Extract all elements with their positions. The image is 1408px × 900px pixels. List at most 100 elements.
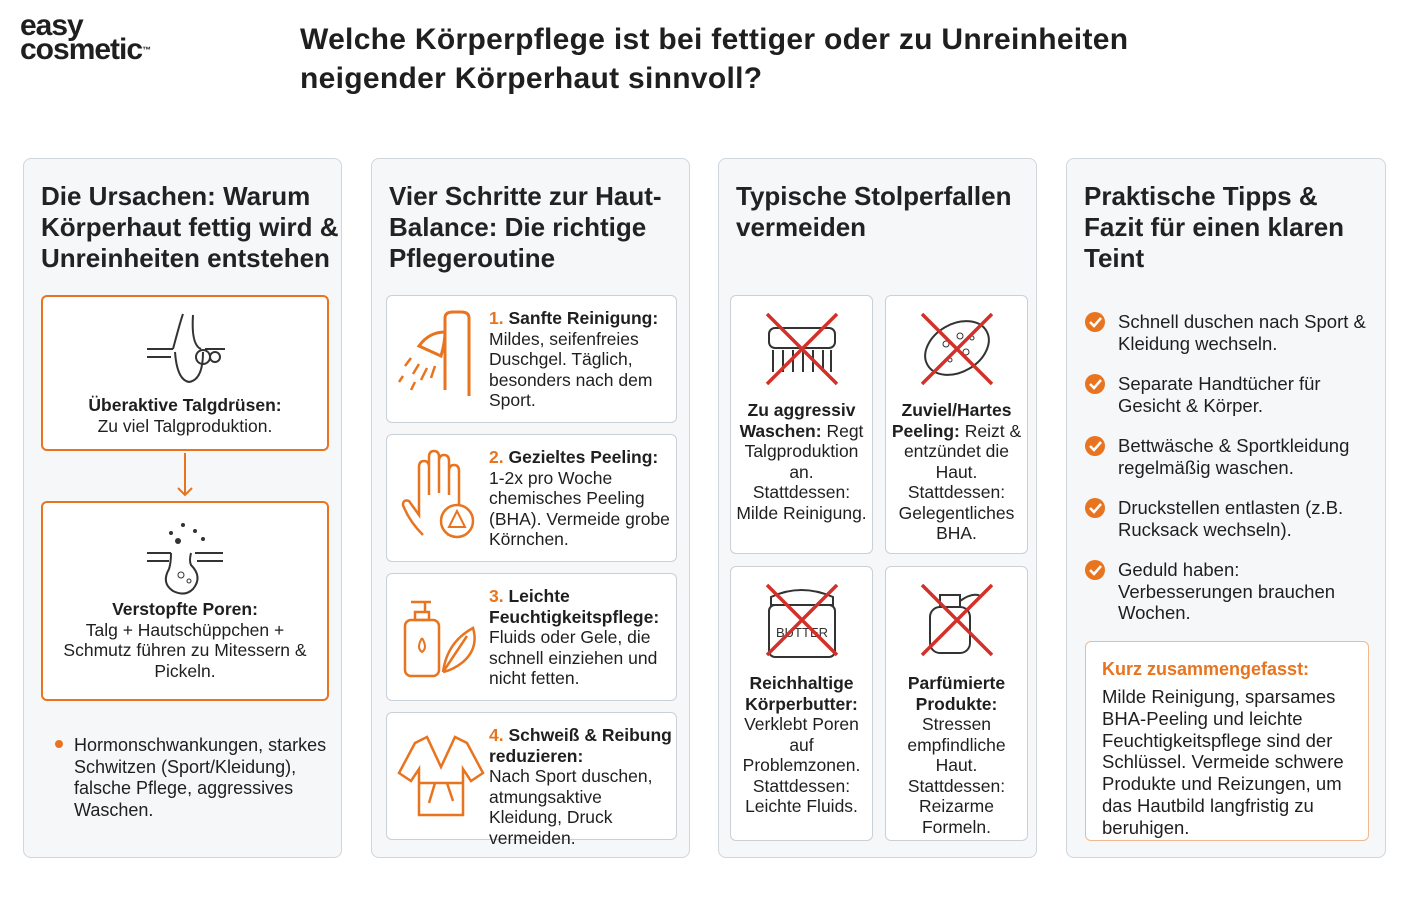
tip-item: Bettwäsche & Sportkleidung regelmäßig wa…: [1084, 435, 1384, 497]
step-number: 4.: [489, 725, 504, 745]
check-icon: [1085, 312, 1105, 332]
step-text: 2. Gezieltes Peeling: 1-2x pro Woche che…: [489, 447, 675, 550]
pitfall-card: Parfümierte Produkte: Stressen empfindli…: [885, 566, 1028, 841]
check-icon: [1085, 374, 1105, 394]
tip-text: Separate Handtücher für Gesicht & Körper…: [1118, 373, 1321, 416]
cause-title: Überaktive Talgdrüsen:: [88, 395, 282, 415]
check-icon: [1085, 498, 1105, 518]
tip-item: Geduld haben: Verbesserungen brauchen Wo…: [1084, 559, 1384, 623]
cause-text: Verstopfte Poren: Talg + Hautschüppchen …: [53, 599, 317, 681]
brush-icon: [765, 312, 839, 386]
step-heading: 1. Sanfte Reinigung:: [489, 308, 675, 329]
pitfall-alternative: Stattdessen: Gelegentliches BHA.: [898, 482, 1015, 543]
cause-description: Zu viel Talgproduktion.: [97, 415, 273, 436]
pitfall-description: Reizt & entzündet die Haut.: [903, 420, 1022, 482]
sponge-icon: [920, 312, 994, 386]
pore-icon: [147, 523, 223, 595]
step-card: 3. Leichte Feuchtigkeitspflege: Fluids o…: [386, 573, 677, 701]
step-description: Mildes, seifenfreies Duschgel. Täglich, …: [489, 328, 653, 411]
pitfall-card: BUTTER Reichhaltige Körperbutter: Verkle…: [730, 566, 873, 841]
step-heading: 4. Schweiß & Reibung reduzieren:: [489, 725, 679, 766]
pitfall-text: Reichhaltige Körperbutter: Verklebt Pore…: [735, 673, 868, 817]
panel-heading: Praktische Tipps & Fazit für einen klare…: [1084, 181, 1345, 273]
pitfall-card: Zu aggressiv Waschen: Regt Talgproduktio…: [730, 295, 873, 554]
step-title: Gezieltes Peeling:: [508, 447, 659, 467]
robe-icon: [397, 735, 485, 817]
shower-icon: [397, 310, 471, 396]
step-card: 2. Gezieltes Peeling: 1-2x pro Woche che…: [386, 434, 677, 562]
routine-panel: Vier Schritte zur Haut-Balance: Die rich…: [371, 158, 690, 858]
panel-heading: Vier Schritte zur Haut-Balance: Die rich…: [389, 181, 662, 273]
summary-box: Kurz zusammengefasst: Milde Reinigung, s…: [1085, 641, 1369, 841]
perfume-icon: [920, 583, 994, 657]
pitfall-title: Reichhaltige Körperbutter:: [745, 673, 858, 714]
cause-description: Talg + Hautschüppchen + Schmutz führen z…: [63, 619, 307, 681]
pitfall-alternative: Stattdessen: Leichte Fluids.: [745, 775, 858, 817]
pitfall-description: Regt Talgproduktion an.: [744, 420, 864, 482]
arrow: [177, 453, 193, 497]
pitfall-title: Zu aggressiv Waschen:: [739, 400, 856, 441]
tip-item: Schnell duschen nach Sport & Kleidung we…: [1084, 311, 1384, 373]
check-icon: [1085, 436, 1105, 456]
pitfall-text: Parfümierte Produkte: Stressen empfindli…: [890, 673, 1023, 837]
butter-jar-icon: BUTTER: [765, 583, 839, 658]
step-title: Leichte Feuchtigkeitspflege:: [489, 586, 660, 627]
step-text: 1. Sanfte Reinigung: Mildes, seifenfreie…: [489, 308, 675, 411]
panel-heading: Die Ursachen: Warum Körperhaut fettig wi…: [41, 181, 339, 273]
step-text: 4. Schweiß & Reibung reduzieren: Nach Sp…: [489, 725, 679, 848]
tip-text: Druckstellen entlasten (z.B. Rucksack we…: [1118, 497, 1344, 540]
cause-card: Überaktive Talgdrüsen: Zu viel Talgprodu…: [41, 295, 329, 451]
step-description: 1-2x pro Woche chemisches Peeling (BHA).…: [489, 467, 670, 550]
tips-list: Schnell duschen nach Sport & Kleidung we…: [1084, 311, 1384, 623]
summary-text: Milde Reinigung, sparsames BHA-Peeling u…: [1102, 686, 1344, 838]
step-heading: 2. Gezieltes Peeling:: [489, 447, 675, 468]
lotion-icon: [403, 600, 476, 678]
pitfall-title: Zuviel/Hartes Peeling:: [891, 400, 1012, 441]
step-card: 4. Schweiß & Reibung reduzieren: Nach Sp…: [386, 712, 677, 848]
tip-text: Schnell duschen nach Sport & Kleidung we…: [1118, 311, 1366, 354]
pitfall-alternative: Stattdessen: Milde Reinigung.: [736, 482, 867, 523]
pitfall-title: Parfümierte Produkte:: [907, 673, 1006, 714]
step-number: 1.: [489, 308, 504, 328]
step-number: 2.: [489, 447, 504, 467]
pitfall-text: Zu aggressiv Waschen: Regt Talgproduktio…: [735, 400, 868, 523]
logo-text: easy: [20, 9, 84, 42]
step-card: 1. Sanfte Reinigung: Mildes, seifenfreie…: [386, 295, 677, 423]
step-description: Fluids oder Gele, die schnell einziehen …: [489, 627, 658, 688]
pitfall-text: Zuviel/Hartes Peeling: Reizt & entzündet…: [890, 400, 1023, 544]
tip-item: Druckstellen entlasten (z.B. Rucksack we…: [1084, 497, 1384, 559]
step-title: Schweiß & Reibung reduzieren:: [489, 725, 672, 766]
gland-icon: [147, 313, 225, 384]
summary-title: Kurz zusammengefasst:: [1102, 659, 1310, 679]
cause-bullet: Hormonschwankungen, starkes Schwitzen (S…: [74, 735, 327, 820]
bullet-dot: [55, 740, 63, 748]
step-number: 3.: [489, 586, 504, 606]
tip-text: Geduld haben: Verbesserungen brauchen Wo…: [1118, 559, 1336, 623]
pitfall-alternative: Stattdessen: Reizarme Formeln.: [907, 775, 1006, 837]
page-title: Welche Körperpflege ist bei fettiger ode…: [300, 23, 1129, 95]
tips-panel: Praktische Tipps & Fazit für einen klare…: [1066, 158, 1386, 858]
tip-item: Separate Handtücher für Gesicht & Körper…: [1084, 373, 1384, 435]
step-text: 3. Leichte Feuchtigkeitspflege: Fluids o…: [489, 586, 675, 689]
logo: easy cosmetic™: [20, 9, 152, 65]
jar-label: BUTTER: [776, 625, 828, 640]
check-icon: [1085, 560, 1105, 580]
tip-text: Bettwäsche & Sportkleidung regelmäßig wa…: [1118, 435, 1350, 478]
pitfall-card: Zuviel/Hartes Peeling: Reizt & entzündet…: [885, 295, 1028, 554]
step-heading: 3. Leichte Feuchtigkeitspflege:: [489, 586, 675, 627]
cause-title: Verstopfte Poren:: [112, 599, 258, 619]
hand-icon: [401, 449, 475, 539]
pitfall-description: Stressen empfindliche Haut.: [907, 714, 1006, 775]
cause-text: Überaktive Talgdrüsen: Zu viel Talgprodu…: [43, 395, 327, 436]
logo-text: cosmetic: [20, 33, 143, 66]
logo-text: cosmetic™: [20, 35, 152, 65]
logo-trademark: ™: [142, 45, 152, 55]
causes-panel: Die Ursachen: Warum Körperhaut fettig wi…: [23, 158, 342, 858]
step-title: Sanfte Reinigung:: [508, 308, 659, 328]
pitfall-description: Verklebt Poren auf Problemzonen.: [742, 714, 861, 775]
step-description: Nach Sport duschen, atmungsaktive Kleidu…: [489, 766, 653, 848]
panel-heading: Typische Stolperfallen vermeiden: [736, 181, 1012, 242]
pitfalls-panel: Typische Stolperfallen vermeiden Zu aggr…: [718, 158, 1037, 858]
